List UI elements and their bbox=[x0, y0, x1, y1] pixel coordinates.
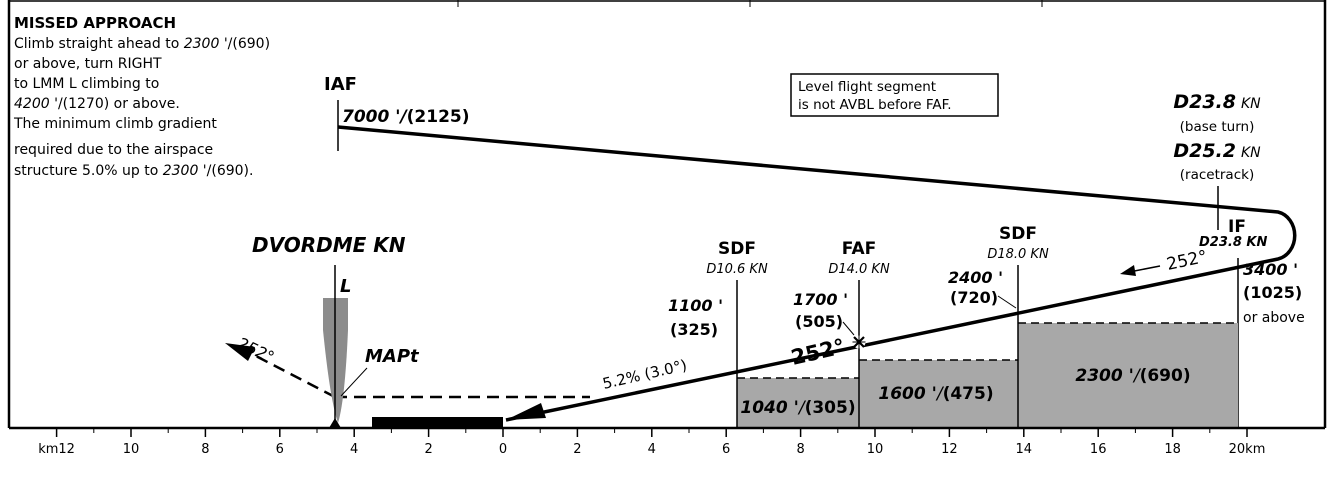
axis-tick-label: 6 bbox=[276, 442, 284, 457]
sdf-d18-distance: D18.0 KN bbox=[987, 247, 1049, 262]
faf-distance: D14.0 KN bbox=[828, 262, 890, 277]
faf-altitude: 1700 ' bbox=[793, 290, 848, 309]
min-block-1-label: 1040 '/(305) bbox=[740, 398, 855, 418]
sdf-d18-altitude: 2400 ' bbox=[948, 268, 1003, 287]
lmm-label: L bbox=[340, 276, 351, 297]
missed-approach-line-5: The minimum climb gradient bbox=[13, 116, 217, 132]
min-block-1 bbox=[737, 378, 859, 428]
approach-track bbox=[337, 125, 1297, 422]
missed-approach-text: MISSED APPROACH Climb straight ahead to … bbox=[13, 14, 270, 179]
minimum-altitude-blocks: 2300 '/(690) 1600 '/(475) 1040 '/(305) bbox=[737, 322, 1238, 428]
mapt-fix: MAPt bbox=[340, 346, 420, 397]
if-label: IF bbox=[1228, 217, 1246, 237]
missed-approach-title: MISSED APPROACH bbox=[14, 14, 176, 32]
turn-info: D23.8 KN (base turn) D25.2 KN (racetrack) bbox=[1173, 91, 1261, 230]
iaf-label: IAF bbox=[324, 74, 357, 95]
if-course: 252° bbox=[1165, 247, 1209, 275]
base-turn-distance: D23.8 KN bbox=[1173, 91, 1261, 113]
if-altitude: 3400 ' bbox=[1243, 260, 1298, 279]
iaf-altitude: 7000 '/(2125) bbox=[342, 107, 470, 127]
faf-maltese-cross-icon bbox=[852, 335, 866, 349]
missed-approach-line-4: 4200 '/(1270) or above. bbox=[14, 96, 180, 112]
axis-tick-label: 2 bbox=[424, 442, 432, 457]
descent-path bbox=[337, 125, 1297, 422]
sdf-d10-altitude: 1100 ' bbox=[668, 296, 723, 315]
base-turn-note: (base turn) bbox=[1180, 119, 1255, 135]
frame bbox=[7, 0, 1327, 428]
axis-tick-label: 6 bbox=[722, 442, 730, 457]
iaf-fix: IAF 7000 '/(2125) bbox=[324, 74, 470, 151]
faf-height: (505) bbox=[795, 312, 843, 331]
missed-approach-course: 252° bbox=[234, 333, 277, 367]
axis-tick-label: 10 bbox=[867, 442, 884, 457]
racetrack-note: (racetrack) bbox=[1180, 167, 1254, 183]
racetrack-distance: D25.2 KN bbox=[1173, 140, 1261, 162]
if-distance: D23.8 KN bbox=[1199, 235, 1267, 250]
level-note-line-1: Level flight segment bbox=[798, 79, 936, 95]
min-block-2 bbox=[859, 360, 1018, 428]
axis-tick-label: 14 bbox=[1016, 442, 1033, 457]
axis-tick-label: 18 bbox=[1164, 442, 1181, 457]
min-block-3 bbox=[1018, 323, 1238, 428]
axis-tick-label: 4 bbox=[350, 442, 358, 457]
axis-tick-label: 8 bbox=[201, 442, 209, 457]
sdf-d18-fix: SDF D18.0 KN 2400 ' (720) bbox=[948, 224, 1049, 309]
faf-course: 252° bbox=[789, 334, 847, 370]
navaid-triangle-icon bbox=[329, 418, 341, 428]
faf-fix: FAF D14.0 KN 1700 ' (505) 252° bbox=[789, 239, 890, 370]
axis-tick-label: 16 bbox=[1090, 442, 1107, 457]
axis-tick-label: 12 bbox=[941, 442, 958, 457]
faf-label: FAF bbox=[842, 239, 876, 259]
sdf-d10-distance: D10.6 KN bbox=[706, 262, 768, 277]
if-note: or above bbox=[1243, 310, 1305, 326]
missed-approach-line-3: to LMM L climbing to bbox=[14, 76, 159, 92]
axis-tick-label: 2 bbox=[573, 442, 581, 457]
level-flight-note: Level flight segment is not AVBL before … bbox=[790, 73, 999, 117]
min-block-3-label: 2300 '/(690) bbox=[1075, 366, 1190, 386]
lmm-beam: L bbox=[323, 265, 351, 428]
sdf-d10-fix: SDF D10.6 KN 1100 ' (325) bbox=[668, 239, 768, 339]
mapt-label: MAPt bbox=[365, 346, 420, 367]
fix-lines bbox=[736, 265, 1019, 428]
axis-tick-label: 8 bbox=[796, 442, 804, 457]
navaid-name: DVORDME KN bbox=[252, 233, 406, 257]
if-height: (1025) bbox=[1243, 283, 1302, 302]
missed-approach-line-6: required due to the airspace bbox=[14, 142, 213, 158]
missed-approach-line-7: structure 5.0% up to 2300 '/(690). bbox=[14, 163, 253, 179]
level-note-line-2: is not AVBL before FAF. bbox=[798, 97, 952, 113]
missed-approach-line-2: or above, turn RIGHT bbox=[14, 56, 162, 72]
axis-tick-label: 0 bbox=[499, 442, 507, 457]
sdf-d10-label: SDF bbox=[718, 239, 756, 259]
descent-arrowhead bbox=[506, 403, 546, 420]
axis-tick-label: km12 bbox=[38, 442, 75, 457]
sdf-d18-height: (720) bbox=[950, 288, 998, 307]
sdf-d10-height: (325) bbox=[670, 320, 718, 339]
runway bbox=[372, 417, 503, 427]
missed-approach-arrowhead bbox=[225, 343, 255, 361]
missed-approach-line-1: Climb straight ahead to 2300 '/(690) bbox=[14, 36, 270, 52]
axis-tick-label: 10 bbox=[123, 442, 140, 457]
sdf-d18-label: SDF bbox=[999, 224, 1037, 244]
glide-gradient-label: 5.2% (3.0°) bbox=[601, 356, 689, 393]
distance-axis: km12 10 8 6 4 2 0 2 4 6 8 10 12 14 16 18 20km bbox=[9, 426, 1325, 457]
axis-tick-label: 20km bbox=[1229, 442, 1266, 457]
axis-tick-label: 4 bbox=[648, 442, 656, 457]
min-block-2-label: 1600 '/(475) bbox=[878, 384, 993, 404]
